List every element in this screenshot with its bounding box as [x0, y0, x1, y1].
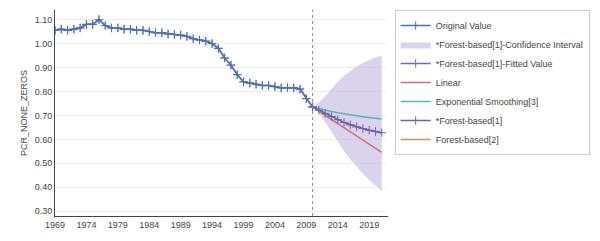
svg-text:1994: 1994	[202, 220, 222, 230]
svg-text:PCR_NONE_ZEROS: PCR_NONE_ZEROS	[19, 70, 29, 156]
svg-text:Linear: Linear	[436, 78, 461, 88]
svg-text:0.90: 0.90	[35, 63, 53, 73]
svg-text:1969: 1969	[45, 220, 65, 230]
svg-text:0.50: 0.50	[35, 158, 53, 168]
svg-text:1974: 1974	[76, 220, 96, 230]
svg-text:1.00: 1.00	[35, 39, 53, 49]
svg-text:1989: 1989	[171, 220, 191, 230]
svg-text:0.30: 0.30	[35, 206, 53, 216]
svg-text:2009: 2009	[296, 220, 316, 230]
svg-text:Exponential Smoothing[3]: Exponential Smoothing[3]	[436, 97, 539, 107]
svg-text:2004: 2004	[265, 220, 285, 230]
svg-text:0.70: 0.70	[35, 111, 53, 121]
svg-text:*Forest-based[1]-Confidence In: *Forest-based[1]-Confidence Interval	[436, 40, 583, 50]
svg-text:2014: 2014	[328, 220, 348, 230]
svg-text:2019: 2019	[359, 220, 379, 230]
svg-text:0.60: 0.60	[35, 135, 53, 145]
svg-text:1979: 1979	[108, 220, 128, 230]
svg-text:1.10: 1.10	[35, 15, 53, 25]
svg-text:1984: 1984	[139, 220, 159, 230]
svg-text:Forest-based[2]: Forest-based[2]	[436, 135, 499, 145]
svg-text:*Forest-based[1]-Fitted Value: *Forest-based[1]-Fitted Value	[436, 59, 553, 69]
svg-text:Original Value: Original Value	[436, 21, 492, 31]
svg-text:0.80: 0.80	[35, 87, 53, 97]
svg-text:1999: 1999	[233, 220, 253, 230]
svg-text:0.40: 0.40	[35, 182, 53, 192]
svg-text:*Forest-based[1]: *Forest-based[1]	[436, 116, 503, 126]
